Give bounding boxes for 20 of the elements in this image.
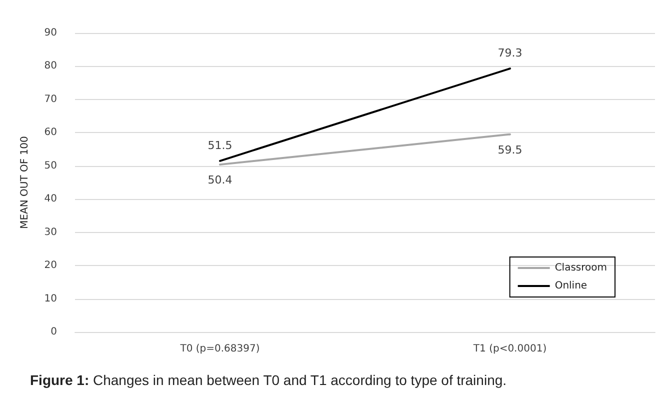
- y-tick-label: 60: [44, 127, 57, 138]
- y-tick-label: 30: [44, 226, 57, 238]
- y-tick-label: 80: [44, 60, 57, 72]
- y-axis-title: MEAN OUT OF 100: [20, 136, 30, 229]
- y-tick-label: 40: [44, 194, 57, 205]
- caption: Figure 1: Changes in mean between T0 and T1 according to type of training.: [30, 372, 507, 388]
- legend-label: Online: [554, 280, 588, 292]
- y-tick-label: 90: [44, 28, 57, 38]
- data-label: 59.5: [498, 143, 522, 156]
- legend-label: Classroom: [554, 262, 608, 274]
- y-tick-label: 0: [50, 326, 57, 338]
- y-tick-label: 20: [44, 260, 57, 272]
- data-label: 50.4: [208, 174, 232, 187]
- y-tick-label: 10: [44, 293, 57, 304]
- x-tick-label: T0 (p=0.68397): [179, 344, 260, 354]
- data-label: 51.5: [208, 138, 232, 152]
- y-tick-label: 50: [44, 160, 57, 172]
- data-label: 79.3: [498, 46, 522, 60]
- x-tick-label: T1 (p<0.0001): [472, 344, 547, 354]
- y-tick-label: 70: [44, 94, 57, 105]
